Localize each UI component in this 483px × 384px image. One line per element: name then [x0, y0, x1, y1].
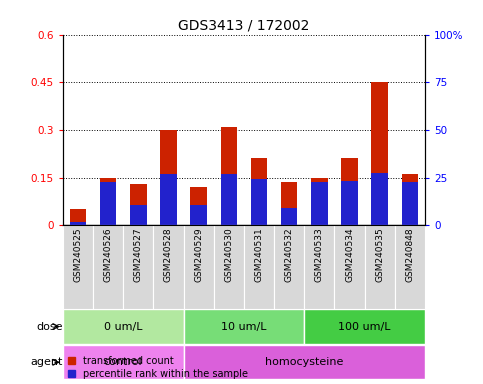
Bar [100, 182, 116, 225]
Bar [311, 182, 327, 225]
Bar [213, 225, 244, 309]
Text: GSM240532: GSM240532 [284, 228, 294, 282]
Bar [304, 225, 334, 309]
Bar [123, 225, 154, 309]
Text: 10 um/L: 10 um/L [221, 321, 267, 331]
Bar [130, 205, 146, 225]
Text: GSM240848: GSM240848 [405, 228, 414, 282]
Bar [93, 225, 123, 309]
Text: control: control [104, 357, 142, 367]
Bar [70, 222, 86, 225]
Bar [371, 173, 388, 225]
Text: GSM240526: GSM240526 [103, 228, 113, 282]
Bar [334, 225, 365, 309]
Bar [341, 159, 358, 225]
Text: dose: dose [36, 321, 63, 331]
Bar [274, 225, 304, 309]
Bar [341, 181, 358, 225]
Text: 100 um/L: 100 um/L [339, 321, 391, 331]
Text: GSM240530: GSM240530 [224, 228, 233, 283]
Text: GSM240529: GSM240529 [194, 228, 203, 282]
Bar [190, 187, 207, 225]
Title: GDS3413 / 172002: GDS3413 / 172002 [178, 18, 310, 32]
Bar [184, 225, 213, 309]
Text: 0 um/L: 0 um/L [104, 321, 142, 331]
Bar [70, 209, 86, 225]
Bar [154, 225, 184, 309]
Text: agent: agent [30, 357, 63, 367]
Bar [190, 205, 207, 225]
Text: GSM240534: GSM240534 [345, 228, 354, 282]
Bar [311, 177, 327, 225]
Text: GSM240535: GSM240535 [375, 228, 384, 283]
Text: GSM240531: GSM240531 [255, 228, 264, 283]
Text: GSM240527: GSM240527 [134, 228, 143, 282]
Bar [402, 182, 418, 225]
Bar [160, 130, 177, 225]
Text: homocysteine: homocysteine [265, 357, 343, 367]
Bar [251, 179, 267, 225]
Bar [221, 174, 237, 225]
Text: GSM240525: GSM240525 [73, 228, 83, 282]
Bar [244, 225, 274, 309]
Bar [63, 225, 93, 309]
Bar [371, 82, 388, 225]
Bar [160, 174, 177, 225]
Bar [251, 159, 267, 225]
Bar [130, 184, 146, 225]
Bar [402, 174, 418, 225]
Bar [184, 345, 425, 379]
Bar [63, 345, 184, 379]
Text: GSM240528: GSM240528 [164, 228, 173, 282]
Bar [63, 310, 184, 344]
Bar [184, 310, 304, 344]
Text: GSM240533: GSM240533 [315, 228, 324, 283]
Bar [221, 127, 237, 225]
Bar [281, 182, 298, 225]
Legend: transformed count, percentile rank within the sample: transformed count, percentile rank withi… [68, 356, 248, 379]
Bar [365, 225, 395, 309]
Bar [281, 208, 298, 225]
Bar [304, 310, 425, 344]
Bar [100, 177, 116, 225]
Bar [395, 225, 425, 309]
